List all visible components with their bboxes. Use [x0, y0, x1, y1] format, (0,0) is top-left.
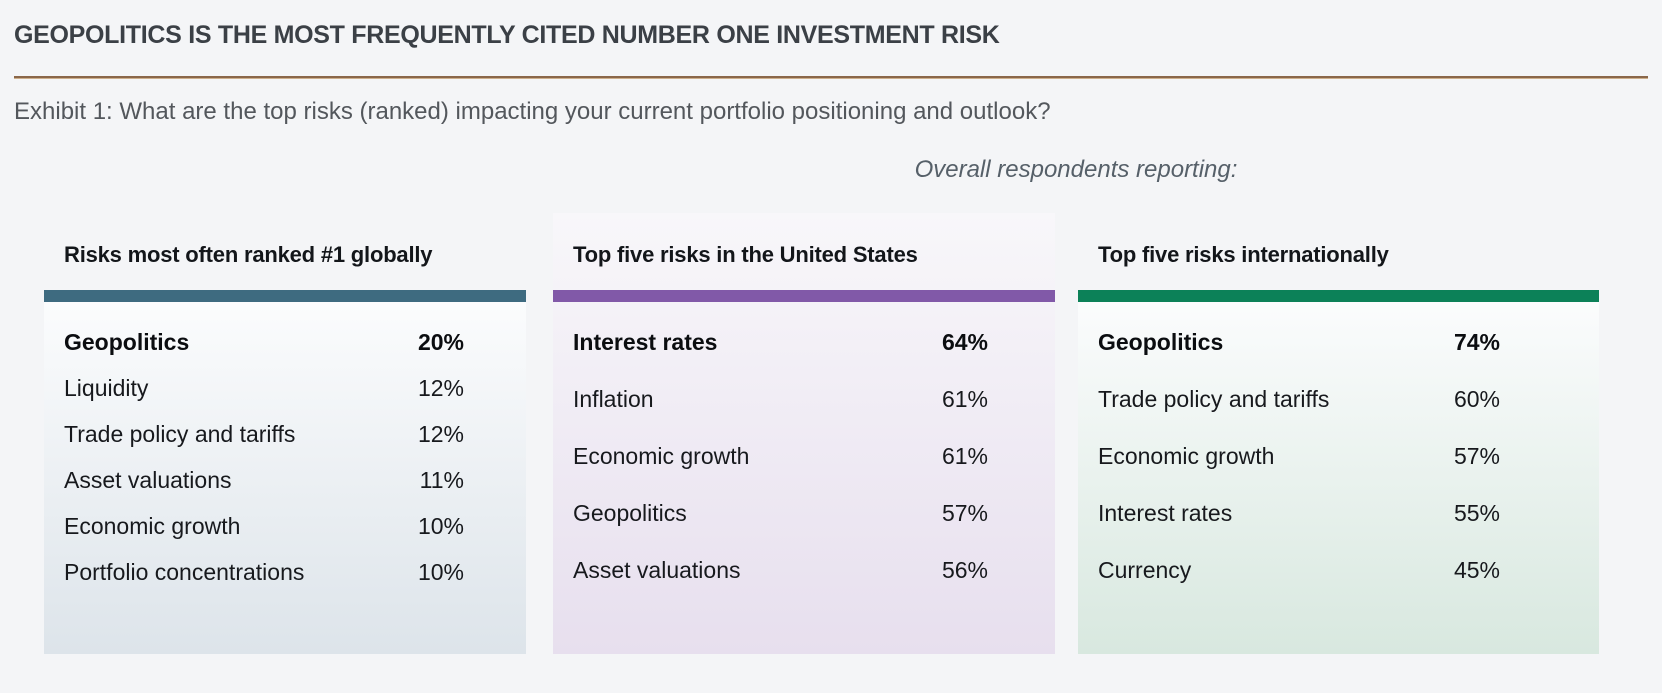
- respondents-note: Overall respondents reporting:: [914, 156, 1238, 183]
- panel-ranked-number-one-globally: Risks most often ranked #1 globally Geop…: [44, 213, 526, 654]
- table-row: Currency 45%: [1098, 542, 1500, 599]
- panel-top-five-risks-internationally: Top five risks internationally Geopoliti…: [1078, 213, 1599, 654]
- table-row: Asset valuations 11%: [64, 457, 464, 503]
- table-row: Economic growth 10%: [64, 503, 464, 549]
- risk-value: 20%: [417, 328, 464, 355]
- risk-table: Interest rates 64% Inflation 61% Economi…: [553, 302, 1055, 654]
- table-row: Interest rates 55%: [1098, 485, 1500, 542]
- table-row: Portfolio concentrations 10%: [64, 549, 464, 595]
- risk-label: Trade policy and tariffs: [64, 420, 296, 447]
- risk-label: Currency: [1098, 557, 1192, 583]
- table-row: Economic growth 61%: [573, 428, 988, 485]
- table-row: Trade policy and tariffs 12%: [64, 411, 464, 457]
- risk-value: 61%: [941, 386, 988, 412]
- risk-label: Trade policy and tariffs: [1098, 386, 1330, 412]
- risk-label: Geopolitics: [64, 328, 190, 355]
- panel-title: Top five risks internationally: [1098, 242, 1389, 267]
- risk-label: Economic growth: [64, 512, 241, 539]
- teal-accent-bar: [44, 290, 526, 302]
- page-title: GEOPOLITICS IS THE MOST FREQUENTLY CITED…: [14, 21, 1000, 49]
- green-accent-bar: [1078, 290, 1599, 302]
- risk-value: 74%: [1453, 329, 1500, 355]
- risk-value: 45%: [1453, 557, 1500, 583]
- table-row: Interest rates 64%: [573, 314, 988, 371]
- risk-value: 57%: [1453, 443, 1500, 469]
- risk-table: Geopolitics 74% Trade policy and tariffs…: [1078, 302, 1599, 654]
- risk-value: 60%: [1453, 386, 1500, 412]
- risk-value: 11%: [419, 466, 464, 493]
- risk-value: 64%: [941, 329, 988, 355]
- table-row: Geopolitics 74%: [1098, 314, 1500, 371]
- panel-title: Top five risks in the United States: [573, 242, 918, 267]
- table-row: Trade policy and tariffs 60%: [1098, 371, 1500, 428]
- table-row: Geopolitics 57%: [573, 485, 988, 542]
- risk-value: 56%: [941, 557, 988, 583]
- risk-value: 12%: [417, 374, 464, 401]
- risk-label: Asset valuations: [573, 557, 741, 583]
- table-row: Liquidity 12%: [64, 365, 464, 411]
- risk-value: 10%: [417, 558, 464, 585]
- risk-label: Economic growth: [573, 443, 750, 469]
- risk-label: Economic growth: [1098, 443, 1275, 469]
- table-row: Economic growth 57%: [1098, 428, 1500, 485]
- exhibit-caption: Exhibit 1: What are the top risks (ranke…: [14, 98, 1051, 125]
- title-divider-rule: [14, 76, 1648, 78]
- risk-table: Geopolitics 20% Liquidity 12% Trade poli…: [44, 302, 526, 654]
- panel-title: Risks most often ranked #1 globally: [64, 242, 433, 267]
- purple-accent-bar: [553, 290, 1055, 302]
- risk-label: Liquidity: [64, 374, 149, 401]
- risk-label: Inflation: [573, 386, 654, 412]
- risk-label: Interest rates: [573, 329, 718, 355]
- table-row: Asset valuations 56%: [573, 542, 988, 599]
- panel-top-five-risks-united-states: Top five risks in the United States Inte…: [553, 213, 1055, 654]
- risk-value: 57%: [941, 500, 988, 526]
- table-row: Inflation 61%: [573, 371, 988, 428]
- risk-label: Geopolitics: [573, 500, 687, 526]
- risk-value: 10%: [417, 512, 464, 539]
- risk-label: Asset valuations: [64, 466, 232, 493]
- risk-value: 61%: [941, 443, 988, 469]
- risk-value: 12%: [417, 420, 464, 447]
- risk-label: Interest rates: [1098, 500, 1233, 526]
- risk-label: Portfolio concentrations: [64, 558, 305, 585]
- risk-label: Geopolitics: [1098, 329, 1224, 355]
- table-row: Geopolitics 20%: [64, 319, 464, 365]
- risk-value: 55%: [1453, 500, 1500, 526]
